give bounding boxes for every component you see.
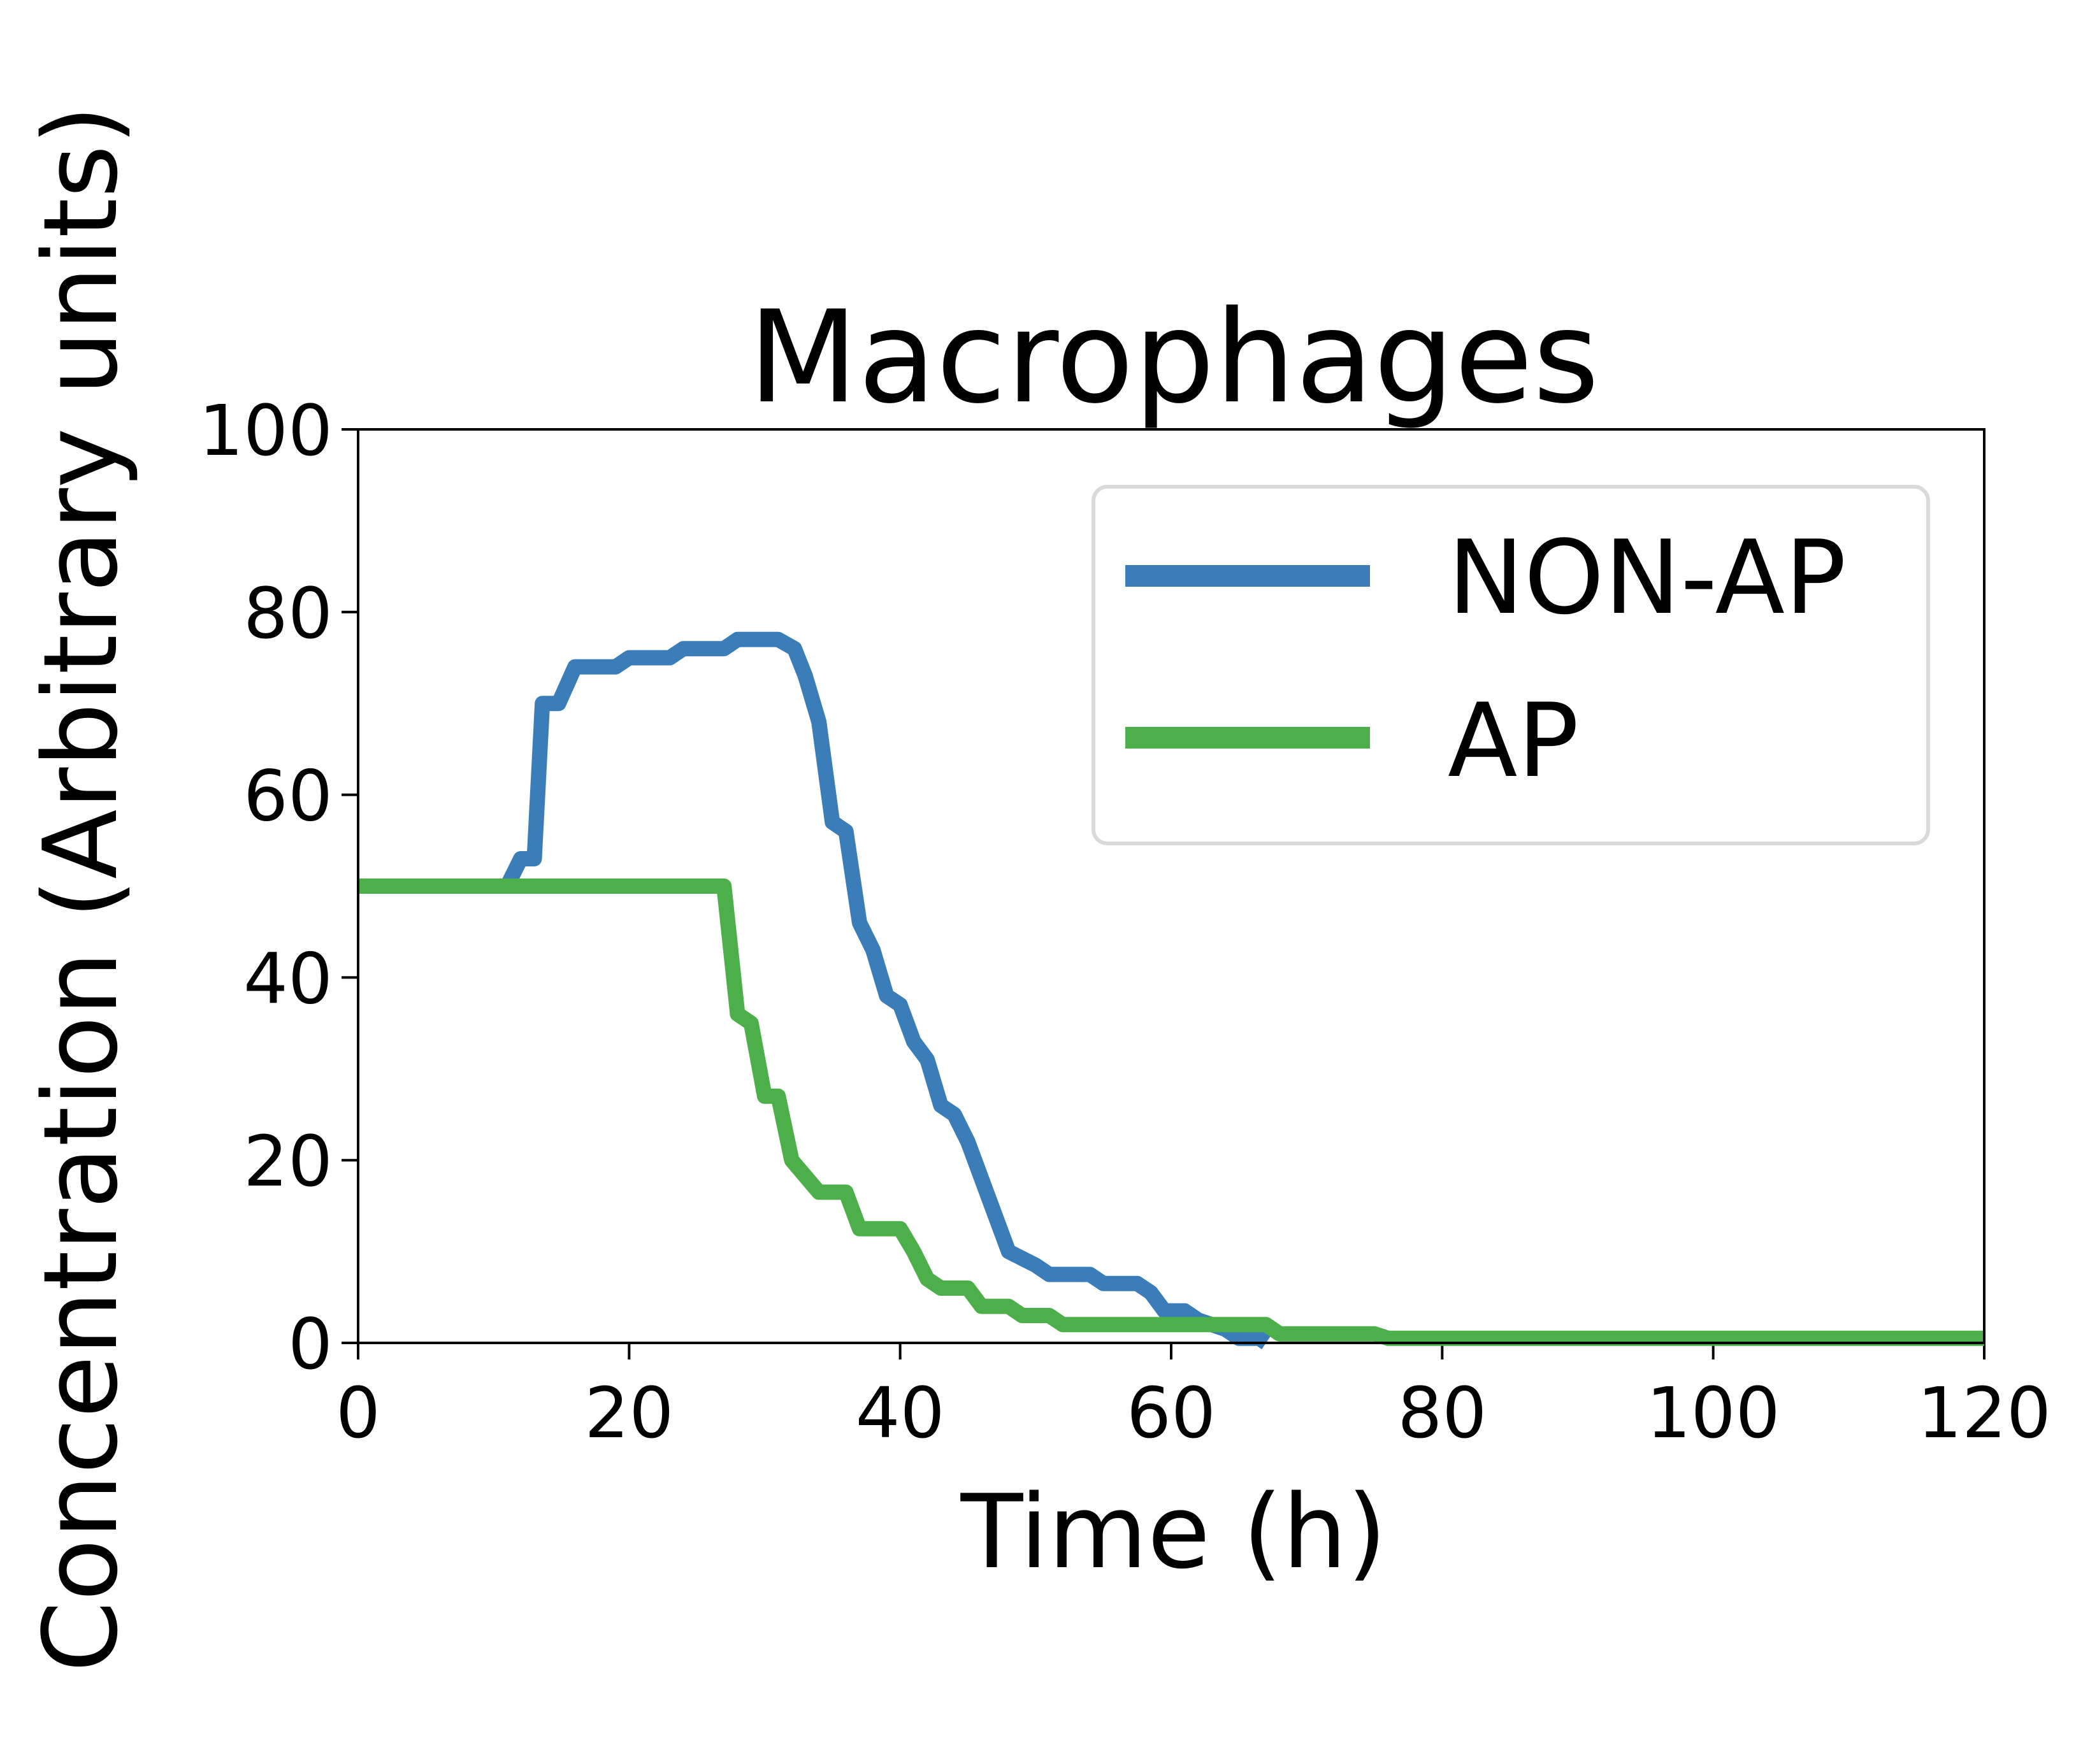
x-axis-title: Time (h) [960,1472,1387,1591]
series-line-ap [358,878,1984,1346]
x-tick-label: 80 [1397,1372,1487,1454]
series-layer [358,631,1984,1349]
plot-frame [357,428,1986,1344]
x-tick-label: 20 [584,1372,674,1454]
y-axis-ticks: 0 20 40 60 80 100 [199,390,358,1385]
x-tick-label: 100 [1647,1372,1780,1454]
y-tick-label: 0 [288,1303,333,1385]
legend: NON-AP AP [1092,485,1930,845]
y-axis-title: Concentration (Arbitrary units) [21,105,140,1672]
legend-label-non-ap: NON-AP [1448,518,1846,637]
chart-title: Macrophages [748,283,1599,432]
y-tick-label: 20 [243,1121,333,1202]
y-tick-label: 80 [243,573,333,654]
x-axis-ticks: 0 20 40 60 80 100 120 [336,1343,2051,1454]
series-line-non-ap [358,631,1271,1349]
x-tick-label: 60 [1127,1372,1216,1454]
legend-label-ap: AP [1448,681,1579,800]
x-tick-label: 40 [856,1372,945,1454]
y-tick-label: 60 [243,756,333,837]
x-tick-label: 120 [1917,1372,2051,1454]
y-tick-label: 100 [199,390,333,471]
y-tick-label: 40 [243,938,333,1019]
x-tick-label: 0 [336,1372,380,1454]
